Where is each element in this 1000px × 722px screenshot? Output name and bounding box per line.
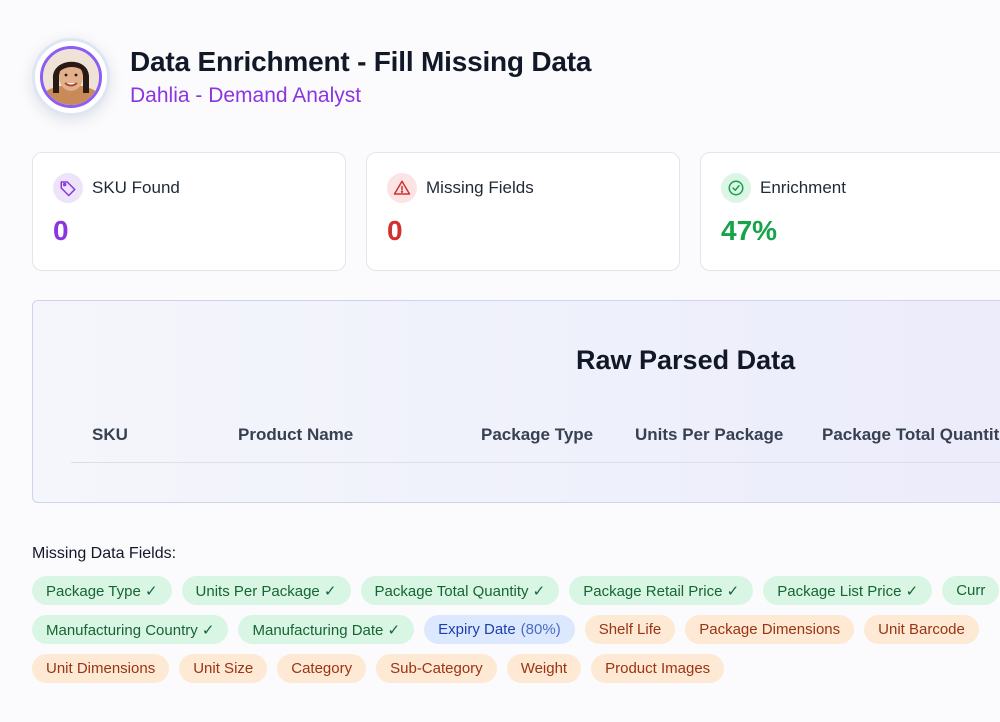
stat-value: 0 [387, 215, 403, 246]
stat-card-missing-fields: Missing Fields 0 [366, 152, 680, 271]
stat-cards: SKU Found 0 Missing Fields 0 Enrichment … [32, 152, 1000, 271]
field-chip[interactable]: Weight [506, 654, 582, 683]
field-chip[interactable]: Package Total Quantity ✓ [360, 576, 560, 605]
page-title: Data Enrichment - Fill Missing Data [130, 46, 592, 77]
stat-card-sku-found: SKU Found 0 [32, 152, 346, 271]
stat-value: 47% [721, 215, 778, 246]
stat-label: SKU Found [92, 178, 180, 197]
field-chip-percent: (80%) [520, 621, 561, 638]
field-chip[interactable]: Package Type ✓ [32, 576, 172, 605]
column-header-sku[interactable]: SKU [92, 425, 128, 444]
stat-card-enrichment: Enrichment 47% [700, 152, 1000, 271]
field-chip[interactable]: Curr [942, 576, 1000, 605]
field-chip[interactable]: Units Per Package ✓ [181, 576, 351, 605]
tag-icon [53, 173, 83, 203]
column-header-package-total-quantity[interactable]: Package Total Quantit [822, 425, 1000, 444]
column-header-package-type[interactable]: Package Type [481, 425, 594, 444]
check-circle-icon [721, 173, 751, 203]
field-chip[interactable]: Package List Price ✓ [763, 576, 933, 605]
field-chip[interactable]: Sub-Category [376, 654, 497, 683]
field-chip-label: Expiry Date [438, 621, 516, 638]
table-divider [71, 462, 1000, 463]
field-chip[interactable]: Manufacturing Date ✓ [238, 615, 415, 644]
field-chip[interactable]: Category [277, 654, 367, 683]
stat-label: Missing Fields [426, 178, 534, 197]
avatar-image [40, 46, 102, 108]
field-chip[interactable]: Package Dimensions [685, 615, 855, 644]
missing-fields-row: Manufacturing Country ✓ Manufacturing Da… [32, 615, 979, 644]
field-chip[interactable]: Package Retail Price ✓ [569, 576, 754, 605]
avatar [32, 38, 110, 116]
user-role-subtitle: Dahlia - Demand Analyst [130, 84, 362, 107]
warning-triangle-icon [387, 173, 417, 203]
field-chip-in-progress[interactable]: Expiry Date (80%) [424, 615, 575, 644]
column-header-units-per-package[interactable]: Units Per Package [635, 425, 784, 444]
column-header-product-name[interactable]: Product Name [238, 425, 354, 444]
raw-data-title: Raw Parsed Data [576, 345, 796, 375]
page-header: Data Enrichment - Fill Missing Data Dahl… [32, 38, 592, 116]
field-chip[interactable]: Product Images [591, 654, 725, 683]
raw-data-table-header: SKU Product Name Package Type Units Per … [33, 425, 1000, 445]
missing-fields-row: Unit Dimensions Unit Size Category Sub-C… [32, 654, 725, 683]
missing-fields-row: Package Type ✓ Units Per Package ✓ Packa… [32, 576, 1000, 605]
field-chip[interactable]: Manufacturing Country ✓ [32, 615, 229, 644]
field-chip[interactable]: Shelf Life [584, 615, 676, 644]
stat-label: Enrichment [760, 178, 846, 197]
missing-fields-label: Missing Data Fields: [32, 545, 177, 562]
field-chip[interactable]: Unit Barcode [864, 615, 979, 644]
field-chip[interactable]: Unit Dimensions [32, 654, 170, 683]
stat-value: 0 [53, 215, 69, 246]
field-chip[interactable]: Unit Size [179, 654, 268, 683]
raw-parsed-data-panel: Raw Parsed Data SKU Product Name Package… [32, 300, 1000, 503]
